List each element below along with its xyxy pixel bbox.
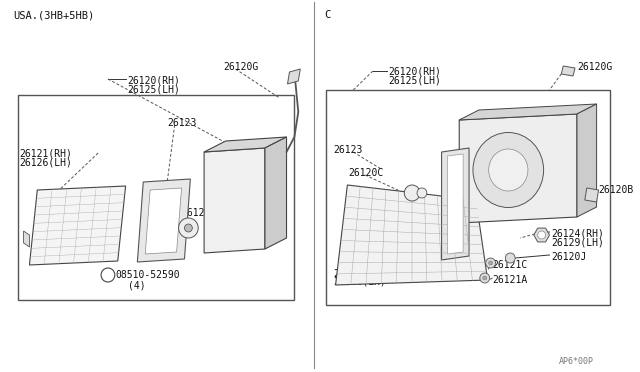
Circle shape (417, 188, 427, 198)
Text: C: C (324, 10, 330, 20)
Circle shape (179, 218, 198, 238)
Polygon shape (24, 231, 29, 247)
Polygon shape (460, 104, 596, 120)
Text: 26126(LH): 26126(LH) (333, 277, 387, 287)
Text: 26121A: 26121A (493, 275, 528, 285)
Circle shape (486, 258, 495, 268)
Text: 26120G: 26120G (577, 62, 612, 72)
Polygon shape (265, 137, 287, 249)
Bar (18, 95, 294, 300)
Circle shape (101, 268, 115, 282)
Text: 26120G: 26120G (224, 62, 259, 72)
Bar (326, 90, 611, 305)
Polygon shape (561, 66, 575, 76)
Circle shape (483, 276, 486, 280)
Text: 26121(RH): 26121(RH) (333, 268, 387, 278)
Text: 26120C: 26120C (182, 208, 217, 218)
Circle shape (480, 273, 490, 283)
Text: 26123: 26123 (333, 145, 363, 155)
Circle shape (489, 261, 493, 265)
Polygon shape (460, 114, 577, 223)
Text: 26120C: 26120C (348, 168, 383, 178)
Circle shape (184, 224, 193, 232)
Polygon shape (204, 148, 265, 253)
Text: 26121C: 26121C (493, 260, 528, 270)
Polygon shape (585, 188, 598, 202)
Text: 26120(RH): 26120(RH) (127, 75, 180, 85)
Polygon shape (287, 69, 300, 84)
Polygon shape (447, 154, 463, 254)
Circle shape (404, 185, 420, 201)
Text: S: S (103, 269, 107, 275)
Polygon shape (29, 186, 125, 265)
Circle shape (506, 253, 515, 263)
Polygon shape (204, 137, 287, 152)
Text: 26124(RH): 26124(RH) (552, 228, 604, 238)
Text: 26123: 26123 (167, 118, 196, 128)
Text: USA.(3HB+5HB): USA.(3HB+5HB) (13, 10, 95, 20)
Ellipse shape (489, 149, 528, 191)
Text: 26120B: 26120B (598, 185, 634, 195)
Text: (4): (4) (127, 280, 145, 290)
Text: 26120(RH): 26120(RH) (388, 66, 442, 76)
Polygon shape (138, 179, 190, 262)
Polygon shape (442, 148, 469, 260)
Ellipse shape (473, 132, 543, 208)
Text: 26120J: 26120J (552, 252, 587, 262)
Circle shape (538, 231, 545, 239)
Text: 26126(LH): 26126(LH) (20, 157, 72, 167)
Text: 26129(LH): 26129(LH) (552, 237, 604, 247)
Text: AP6*00P: AP6*00P (559, 357, 595, 366)
Text: 26125(LH): 26125(LH) (127, 84, 180, 94)
Polygon shape (534, 228, 550, 242)
Polygon shape (145, 188, 182, 254)
Polygon shape (577, 104, 596, 217)
Text: 26121(RH): 26121(RH) (20, 148, 72, 158)
Polygon shape (335, 185, 488, 285)
Text: 26125(LH): 26125(LH) (388, 75, 442, 85)
Text: 08510-52590: 08510-52590 (116, 270, 180, 280)
